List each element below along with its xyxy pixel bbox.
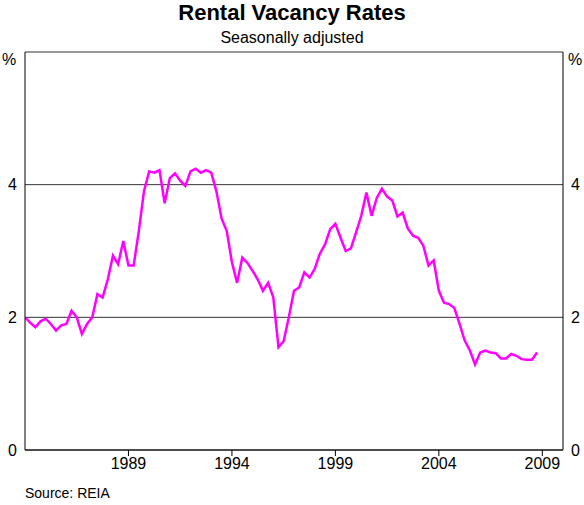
svg-text:4: 4 <box>571 176 576 193</box>
svg-text:2: 2 <box>8 309 17 326</box>
svg-text:2009: 2009 <box>525 455 561 472</box>
svg-text:0: 0 <box>8 442 17 459</box>
svg-text:1994: 1994 <box>214 455 250 472</box>
html-text:Source: REIA: Source: REIA <box>25 485 110 501</box>
svg-text:4: 4 <box>8 176 17 193</box>
svg-text:1999: 1999 <box>318 455 354 472</box>
svg-text:2004: 2004 <box>421 455 457 472</box>
svg-text:0: 0 <box>571 442 576 459</box>
html-text:Seasonally adjusted: Seasonally adjusted <box>220 29 364 46</box>
svg-text:2: 2 <box>571 309 576 326</box>
html-text:Rental Vacancy Rates: Rental Vacancy Rates <box>178 0 406 25</box>
svg-text:1989: 1989 <box>111 455 147 472</box>
